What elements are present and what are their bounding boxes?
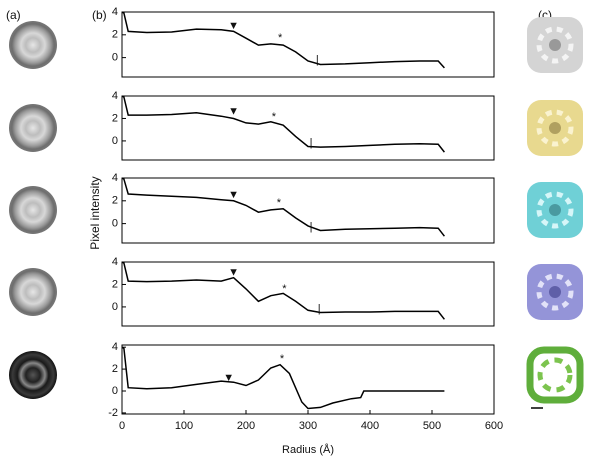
y-tick-label: 0 <box>112 218 118 230</box>
y-tick-label: 2 <box>112 195 118 207</box>
annotation: ▼ <box>228 20 239 32</box>
panel-label: (a) <box>6 8 21 22</box>
plot-frame <box>121 344 495 415</box>
plot-frame <box>121 95 495 161</box>
profile-line <box>121 95 445 153</box>
annotation: ▼ <box>223 372 234 384</box>
annotation: | <box>310 221 313 233</box>
y-tick-label: -2 <box>108 407 118 419</box>
x-tick-label: 500 <box>423 420 441 432</box>
annotation: ▼ <box>228 267 239 279</box>
y-tick-label: 0 <box>112 52 118 64</box>
y-tick-label: 4 <box>112 172 118 184</box>
annotation: * <box>272 111 277 123</box>
y-tick-label: 0 <box>112 385 118 397</box>
x-tick-label: 600 <box>485 420 503 432</box>
y-axis-label: Pixel intensity <box>88 176 102 249</box>
y-tick-label: 4 <box>112 256 118 268</box>
annotation: | <box>310 137 313 149</box>
x-tick-label: 300 <box>299 420 317 432</box>
annotation: * <box>277 197 282 209</box>
y-tick-label: 0 <box>112 135 118 147</box>
y-tick-label: 2 <box>112 29 118 41</box>
y-tick-label: 2 <box>112 278 118 290</box>
profile-line <box>121 11 445 69</box>
y-tick-label: 4 <box>112 341 118 353</box>
plot-frame <box>121 177 495 244</box>
y-tick-label: 4 <box>112 6 118 18</box>
annotation: ▼ <box>228 106 239 118</box>
y-tick-label: 2 <box>112 112 118 124</box>
profile-line <box>121 346 445 410</box>
annotation: ▼ <box>228 189 239 201</box>
x-tick-label: 100 <box>175 420 193 432</box>
annotation: * <box>278 32 283 44</box>
renderings <box>526 17 584 409</box>
x-tick-label: 200 <box>237 420 255 432</box>
y-tick-label: 0 <box>112 301 118 313</box>
annotation: * <box>280 353 285 365</box>
annotation: * <box>282 283 287 295</box>
y-tick-label: 2 <box>112 363 118 375</box>
y-tick-label: 4 <box>112 90 118 102</box>
x-tick-label: 400 <box>361 420 379 432</box>
radial-images <box>9 21 57 399</box>
annotation: | <box>316 54 319 66</box>
panel-label: (b) <box>92 8 107 22</box>
x-tick-label: 0 <box>119 420 125 432</box>
x-axis-label: Radius (Å) <box>282 443 334 456</box>
annotation: | <box>318 303 321 315</box>
plot-frame <box>121 11 495 78</box>
plot-frame <box>121 261 495 327</box>
profile-line <box>121 261 445 320</box>
profile-line <box>121 177 445 237</box>
